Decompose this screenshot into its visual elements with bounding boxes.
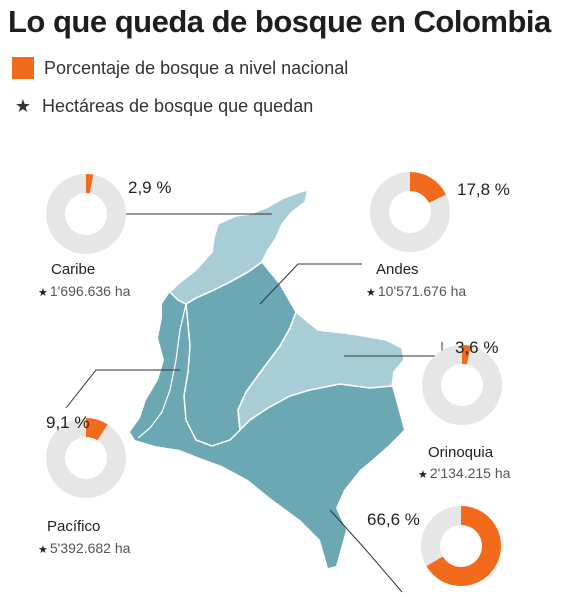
legend-percent: Porcentaje de bosque a nivel nacional	[12, 57, 348, 79]
star-icon: ★	[418, 469, 428, 481]
legend-hectares-label: Hectáreas de bosque que quedan	[42, 96, 314, 116]
legend-percent-label: Porcentaje de bosque a nivel nacional	[44, 57, 349, 78]
donut-charts	[46, 172, 502, 587]
pacifico-label: Pacífico	[47, 518, 101, 535]
caribe-percent: 2,9 %	[128, 178, 172, 197]
andes-hectares-value: 10'571.676 ha	[377, 283, 467, 299]
star-icon: ★	[366, 287, 376, 299]
pacifico-hectares-value: 5'392.682 ha	[49, 540, 131, 556]
amazonia-donut-slice	[426, 506, 501, 587]
andes-percent: 17,8 %	[457, 180, 510, 199]
pacifico-donut-track	[46, 418, 126, 498]
legend-percent-swatch	[12, 57, 34, 79]
orinoquia-hectares-value: 2'134.215 ha	[429, 465, 511, 481]
caribe-hectares: ★ 1'696.636 ha	[38, 283, 130, 299]
orinoquia-percent: 3,6 %	[455, 338, 499, 357]
andes-donut-slice	[410, 172, 446, 203]
star-icon: ★	[38, 287, 48, 299]
orinoquia-donut-slice	[462, 345, 471, 365]
amazonia-percent: 66,6 %	[367, 510, 420, 529]
legend-hectares: ★ Hectáreas de bosque que quedan	[12, 96, 313, 117]
star-icon: ★	[14, 96, 32, 116]
orinoquia-donut-track	[422, 345, 502, 425]
star-icon: ★	[38, 544, 48, 556]
andes-hectares: ★ 10'571.676 ha	[366, 283, 466, 299]
pacifico-hectares: ★ 5'392.682 ha	[38, 540, 130, 556]
caribe-hectares-value: 1'696.636 ha	[49, 283, 131, 299]
leader-andes	[259, 263, 362, 305]
caribe-donut-track	[46, 174, 126, 254]
leader-amazonia	[329, 509, 403, 593]
map-region-andes	[183, 260, 297, 447]
caribe-label: Caribe	[51, 261, 96, 278]
orinoquia-hectares: ★ 2'134.215 ha	[418, 465, 510, 481]
pacifico-percent: 9,1 %	[46, 413, 90, 432]
andes-label: Andes	[376, 261, 419, 278]
leader-pacifico	[65, 369, 180, 409]
pacifico-donut-slice	[86, 418, 108, 441]
caribe-donut-slice	[86, 174, 94, 194]
chart-title: Lo que queda de bosque en Colombia	[8, 4, 551, 39]
orinoquia-label: Orinoquia	[428, 444, 494, 461]
map-region-pacifico-border	[137, 303, 187, 439]
